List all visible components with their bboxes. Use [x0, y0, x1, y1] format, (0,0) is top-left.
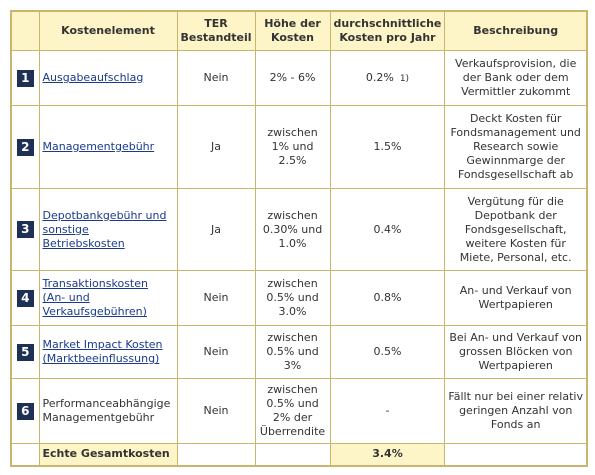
kosten-value: 0.8%: [373, 291, 402, 304]
header-row: Kostenelement TER Bestandteil Höhe der Kos…: [10, 10, 588, 51]
footnote-ref: 1): [399, 73, 410, 84]
number-cell: 2: [10, 105, 40, 189]
beschreibung-cell: Vergütung für die Depotbank der Fondsges…: [444, 188, 588, 271]
element-cell: Depotbankgebühr und sonstige Betriebskos…: [38, 188, 178, 271]
beschreibung-cell: Deckt Kosten für Fondsmanagement und Res…: [444, 105, 588, 189]
kosten-cell: -: [329, 378, 446, 444]
empty-cell: [444, 443, 588, 466]
number-cell: 5: [10, 325, 40, 379]
number-badge: 2: [16, 138, 34, 156]
number-cell: 1: [10, 50, 40, 106]
number-badge: 4: [16, 289, 34, 307]
element-link[interactable]: Depotbankgebühr und sonstige Betriebskos…: [42, 208, 167, 250]
beschreibung-cell: Verkaufsprovision, die der Bank oder dem…: [444, 50, 588, 106]
ter-cell: Nein: [176, 378, 256, 444]
hoehe-cell: 2% - 6%: [254, 50, 331, 106]
element-cell: Market Impact Kosten (Marktbeeinflussung…: [38, 325, 178, 379]
table-row: 2 Managementgebühr Ja zwischen 1% und 2.5% 1…: [10, 105, 588, 189]
kosten-value: 0.4%: [373, 222, 402, 236]
header-cell: TER Bestandteil: [176, 10, 256, 51]
ter-cell: Nein: [176, 50, 256, 106]
table-row: 4 Transaktionskosten (An- und Verkaufsgeb…: [10, 270, 588, 326]
empty-cell: [10, 443, 40, 466]
element-cell: Managementgebühr: [38, 105, 178, 189]
number-badge: 1: [16, 69, 34, 87]
kosten-cell: 0.8%: [329, 270, 446, 326]
kosten-value: 0.2%: [365, 70, 394, 84]
header-cell: [10, 10, 40, 51]
kosten-cell: 0.4%: [329, 188, 446, 271]
element-link[interactable]: Ausgabeaufschlag: [42, 71, 144, 84]
number-badge: 3: [16, 221, 34, 238]
header-cell: Kostenelement: [38, 10, 178, 51]
hoehe-cell: zwischen 0.5% und 3%: [254, 325, 331, 379]
number-cell: 3: [10, 188, 40, 271]
total-label: Echte Gesamtkosten: [38, 443, 178, 466]
cost-table: Kostenelement TER Bestandteil Höhe der Kos…: [10, 10, 588, 467]
ter-cell: Ja: [176, 188, 256, 271]
table-row: 6 Performanceabhängige Managementgebühr Ne…: [10, 378, 588, 444]
element-link[interactable]: Managementgebühr: [42, 140, 155, 153]
element-text: Performanceabhängige Managementgebühr: [42, 397, 171, 424]
kosten-cell: 0.5%: [329, 325, 446, 379]
element-cell: Ausgabeaufschlag: [38, 50, 178, 106]
beschreibung-cell: Fällt nur bei einer relativ geringen Anz…: [444, 378, 588, 444]
element-cell: Transaktionskosten (An- und Verkaufsgebü…: [38, 270, 178, 326]
total-value: 3.4%: [329, 443, 446, 466]
number-cell: 6: [10, 378, 40, 444]
hoehe-cell: zwischen 1% und 2.5%: [254, 105, 331, 189]
beschreibung-cell: Bei An- und Verkauf von grossen Blöcken …: [444, 325, 588, 379]
ter-cell: Nein: [176, 270, 256, 326]
header-cell: Beschreibung: [444, 10, 588, 51]
table-row: 3 Depotbankgebühr und sonstige Betriebsko…: [10, 188, 588, 271]
hoehe-cell: zwischen 0.30% und 1.0%: [254, 188, 331, 271]
ter-cell: Nein: [176, 325, 256, 379]
hoehe-cell: zwischen 0.5% und 2% der Überrendite: [254, 378, 331, 444]
empty-cell: [176, 443, 256, 466]
table-row: 5 Market Impact Kosten (Marktbeeinflussun…: [10, 325, 588, 379]
header-cell: durchschnittliche Kosten pro Jahr: [329, 10, 446, 51]
ter-cell: Ja: [176, 105, 256, 189]
header-cell: Höhe der Kosten: [254, 10, 331, 51]
element-link[interactable]: Market Impact Kosten (Marktbeeinflussung…: [42, 338, 163, 365]
empty-cell: [254, 443, 331, 466]
beschreibung-cell: An- und Verkauf von Wertpapieren: [444, 270, 588, 326]
hoehe-cell: zwischen 0.5% und 3.0%: [254, 270, 331, 326]
kosten-cell: 0.2% 1): [329, 50, 446, 106]
number-badge: 6: [16, 402, 34, 420]
kosten-value: 0.5%: [373, 345, 402, 358]
element-link[interactable]: Transaktionskosten (An- und Verkaufsgebü…: [42, 277, 148, 318]
element-cell: Performanceabhängige Managementgebühr: [38, 378, 178, 444]
kosten-value: -: [385, 404, 390, 417]
table-body: 1 Ausgabeaufschlag Nein 2% - 6% 0.2% 1) Verkau…: [10, 50, 588, 466]
kosten-value: 1.5%: [373, 140, 402, 153]
total-row: Echte Gesamtkosten 3.4%: [10, 443, 588, 466]
number-badge: 5: [16, 343, 34, 361]
number-cell: 4: [10, 270, 40, 326]
kosten-cell: 1.5%: [329, 105, 446, 189]
table-row: 1 Ausgabeaufschlag Nein 2% - 6% 0.2% 1) Verkau…: [10, 50, 588, 106]
